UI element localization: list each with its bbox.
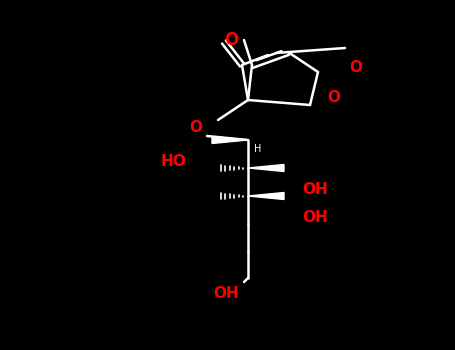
Text: HO: HO — [160, 154, 186, 169]
Text: OH: OH — [302, 182, 328, 197]
Polygon shape — [248, 193, 284, 200]
Text: H: H — [254, 144, 261, 154]
Polygon shape — [212, 136, 248, 144]
Text: OH: OH — [213, 286, 239, 301]
Text: O: O — [189, 120, 202, 135]
Text: O: O — [328, 91, 340, 105]
Polygon shape — [248, 164, 284, 172]
Text: OH: OH — [302, 210, 328, 225]
Text: O: O — [349, 61, 363, 76]
Text: O: O — [224, 31, 238, 49]
